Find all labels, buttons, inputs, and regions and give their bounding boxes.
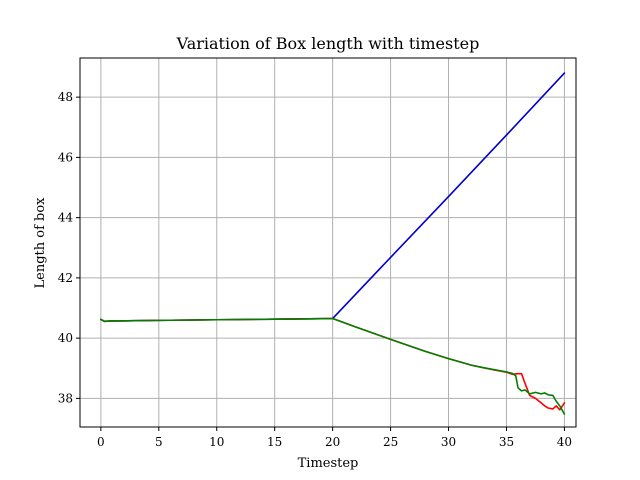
- x-tick-label: 30: [441, 435, 456, 449]
- x-tick-label: 10: [209, 435, 224, 449]
- y-tick-label: 48: [58, 90, 73, 104]
- plot-frame: [79, 57, 577, 428]
- x-tick-label: 25: [383, 435, 398, 449]
- y-tick-label: 40: [58, 331, 73, 345]
- x-tick-label: 40: [557, 435, 572, 449]
- axis-ticks: 0 5 10 15 20 25 30 35 40 38 40 42 44 46 48: [58, 90, 572, 449]
- y-tick-label: 42: [58, 271, 73, 285]
- y-tick-label: 38: [58, 391, 73, 405]
- x-tick-label: 20: [325, 435, 340, 449]
- chart-title: Variation of Box length with timestep: [176, 34, 480, 53]
- x-tick-label: 5: [155, 435, 163, 449]
- x-axis-label: Timestep: [298, 456, 359, 471]
- x-tick-label: 35: [499, 435, 514, 449]
- x-tick-label: 15: [267, 435, 282, 449]
- y-axis-label: Length of box: [33, 197, 48, 289]
- series-line-3: [100, 317, 566, 415]
- data-series: [100, 72, 566, 415]
- grid-lines: [80, 58, 576, 427]
- y-tick-label: 46: [58, 150, 73, 164]
- y-tick-label: 44: [58, 211, 74, 225]
- x-tick-label: 0: [97, 435, 105, 449]
